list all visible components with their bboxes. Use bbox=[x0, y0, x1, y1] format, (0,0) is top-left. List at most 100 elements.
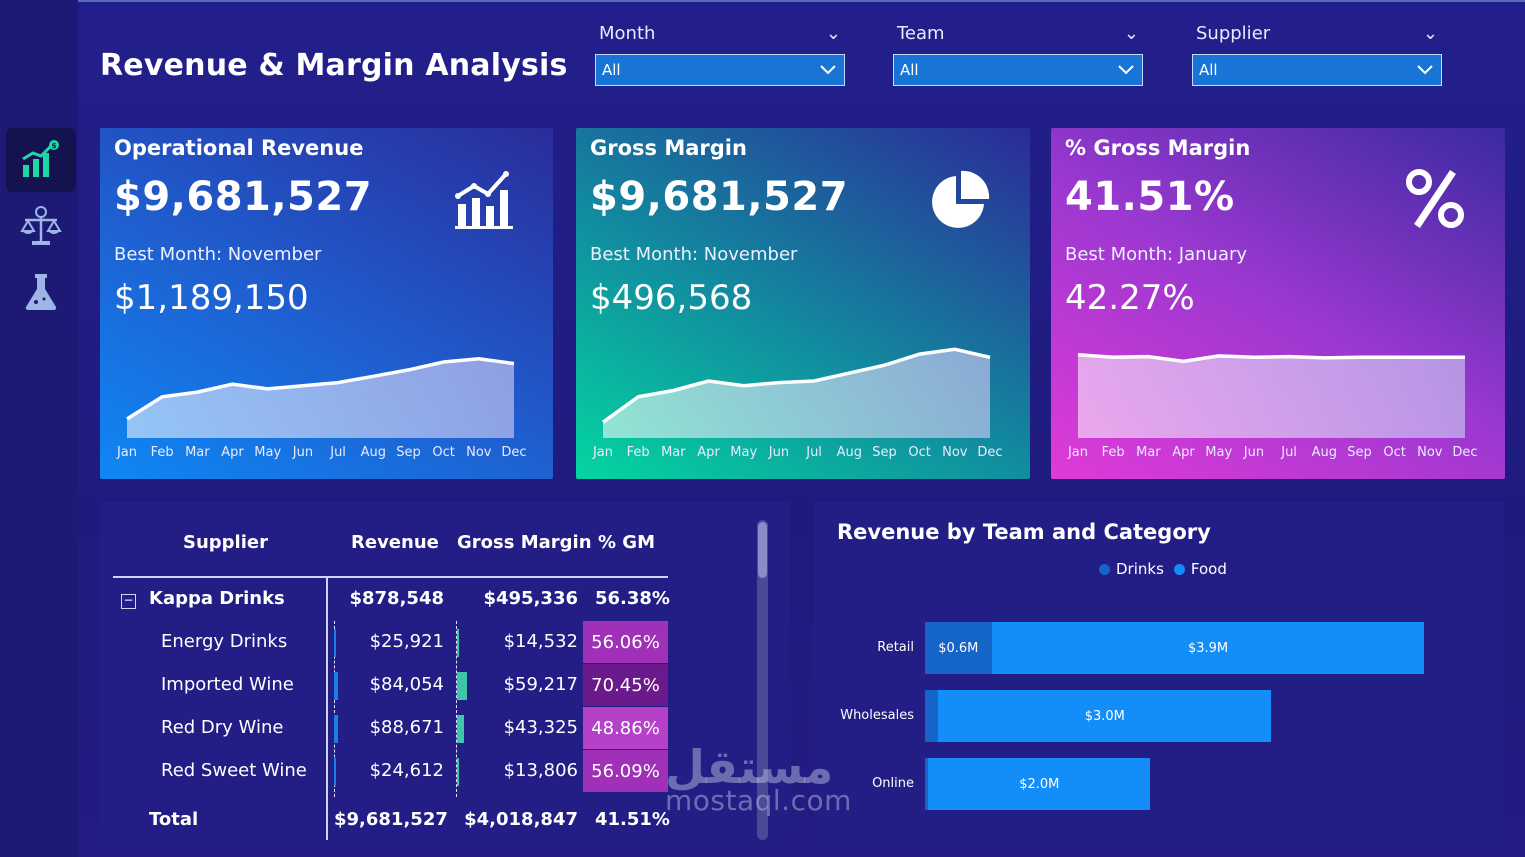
table-scrollbar[interactable] bbox=[757, 520, 768, 840]
revenue-chart-icon: $ bbox=[22, 140, 59, 177]
group-gm: 56.38% bbox=[595, 588, 670, 609]
dropdown-value: All bbox=[602, 61, 621, 79]
month-dropdown[interactable]: All bbox=[595, 54, 845, 86]
month-label: May bbox=[1205, 445, 1233, 460]
header-revenue[interactable]: Revenue bbox=[351, 532, 439, 553]
group-name: Kappa Drinks bbox=[149, 588, 285, 609]
revenue-sparkline bbox=[126, 357, 515, 438]
filter-label: Team bbox=[897, 22, 945, 44]
chevron-down-icon[interactable]: ⌄ bbox=[825, 22, 841, 44]
legend-dot-drinks bbox=[1099, 563, 1110, 575]
month-axis: Jan Feb Mar Apr May Jun Jul Aug Sep Oct Nov Dec bbox=[1051, 445, 1505, 463]
revenue-data-bar bbox=[334, 629, 336, 657]
best-month-value: 42.27% bbox=[1065, 278, 1195, 318]
revenue-by-team-chart[interactable]: Revenue by Team and Category Drinks Food… bbox=[814, 502, 1504, 840]
chart-title: Revenue by Team and Category bbox=[837, 520, 1211, 544]
chevron-down-icon[interactable]: ⌄ bbox=[1123, 22, 1139, 44]
month-axis: Jan Feb Mar Apr May Jun Jul Aug Sep Oct Nov Dec bbox=[576, 445, 1030, 463]
best-month-value: $1,189,150 bbox=[114, 278, 309, 318]
row-revenue: $84,054 bbox=[369, 674, 444, 695]
card-value: $9,681,527 bbox=[114, 174, 373, 220]
team-filter[interactable]: Team ⌄ All bbox=[893, 20, 1143, 86]
month-label: Oct bbox=[908, 445, 931, 460]
bar-food-retail[interactable]: $3.9M bbox=[991, 622, 1425, 674]
scrollbar-thumb[interactable] bbox=[758, 522, 767, 578]
watermark-arabic: مستقل bbox=[665, 740, 834, 794]
month-label: Nov bbox=[1417, 445, 1443, 460]
row-margin: $13,806 bbox=[503, 760, 578, 781]
best-month-label: Best Month: November bbox=[590, 244, 798, 265]
row-gm-percent: 56.06% bbox=[583, 621, 668, 663]
nav-lab[interactable] bbox=[6, 260, 76, 324]
category-label: Retail bbox=[877, 640, 914, 655]
bar-food-wholesales[interactable]: $3.0M bbox=[938, 690, 1272, 742]
bar-label: $0.6M bbox=[938, 640, 979, 656]
row-margin: $14,532 bbox=[503, 631, 578, 652]
category-label: Wholesales bbox=[840, 708, 914, 723]
bar-label: $3.0M bbox=[1084, 708, 1125, 724]
row-supplier: Imported Wine bbox=[161, 674, 294, 695]
gross-margin-percent-card[interactable]: % Gross Margin 41.51% Best Month: Januar… bbox=[1051, 128, 1505, 479]
row-gm-percent: 48.86% bbox=[583, 707, 668, 749]
legend-drinks[interactable]: Drinks bbox=[1116, 560, 1164, 578]
best-month-value: $496,568 bbox=[590, 278, 753, 318]
chevron-down-icon[interactable]: ⌄ bbox=[1422, 22, 1438, 44]
month-label: Dec bbox=[977, 445, 1003, 460]
page-title: Revenue & Margin Analysis bbox=[100, 48, 568, 83]
bar-drinks-wholesales[interactable] bbox=[925, 690, 939, 742]
month-label: Mar bbox=[661, 445, 686, 460]
month-label: Aug bbox=[1311, 445, 1337, 460]
month-label: Feb bbox=[1101, 445, 1125, 460]
month-label: Jul bbox=[330, 445, 346, 460]
month-filter[interactable]: Month ⌄ All bbox=[595, 20, 845, 86]
operational-revenue-card[interactable]: Operational Revenue $9,681,527 Best Mont… bbox=[100, 128, 553, 479]
row-gm-percent: 70.45% bbox=[583, 664, 668, 706]
sidebar: $ bbox=[0, 0, 78, 857]
month-label: Mar bbox=[185, 445, 210, 460]
bar-label: $2.0M bbox=[1019, 776, 1060, 792]
supplier-filter[interactable]: Supplier ⌄ All bbox=[1192, 20, 1442, 86]
header-divider bbox=[113, 576, 668, 578]
sparkline-line bbox=[1077, 352, 1465, 364]
gross-margin-card[interactable]: Gross Margin $9,681,527 Best Month: Nove… bbox=[576, 128, 1030, 479]
margin-data-bar bbox=[457, 629, 459, 657]
gm-percent-sparkline bbox=[1077, 352, 1465, 438]
sparkline-area bbox=[603, 349, 990, 438]
bar-drinks-retail[interactable]: $0.6M bbox=[925, 622, 992, 674]
month-label: Apr bbox=[221, 445, 244, 460]
card-value: $9,681,527 bbox=[590, 174, 849, 220]
row-gm-percent: 56.09% bbox=[583, 750, 668, 792]
supplier-table[interactable]: Supplier Revenue Gross Margin % GM − Kap… bbox=[100, 502, 790, 840]
margin-data-bar bbox=[457, 672, 467, 700]
bar-label: $3.9M bbox=[1187, 640, 1229, 656]
month-label: Apr bbox=[1172, 445, 1195, 460]
total-label: Total bbox=[149, 809, 199, 830]
total-gm: 41.51% bbox=[595, 809, 670, 830]
supplier-dropdown[interactable]: All bbox=[1192, 54, 1442, 86]
month-label: Jan bbox=[1067, 445, 1089, 460]
month-label: Aug bbox=[360, 445, 386, 460]
legend-food[interactable]: Food bbox=[1190, 560, 1227, 578]
header-gm-percent[interactable]: % GM bbox=[598, 532, 655, 553]
bar-drinks-online[interactable] bbox=[925, 758, 929, 810]
total-margin: $4,018,847 bbox=[464, 809, 578, 830]
svg-text:$: $ bbox=[52, 142, 57, 150]
header-gross-margin[interactable]: Gross Margin bbox=[457, 532, 592, 553]
bar-food-online[interactable]: $2.0M bbox=[928, 758, 1151, 810]
team-dropdown[interactable]: All bbox=[893, 54, 1143, 86]
collapse-icon[interactable]: − bbox=[121, 594, 136, 609]
nav-balance[interactable] bbox=[6, 194, 76, 258]
row-supplier: Energy Drinks bbox=[161, 631, 288, 652]
dropdown-value: All bbox=[900, 61, 919, 79]
nav-revenue[interactable]: $ bbox=[6, 128, 76, 192]
month-label: Oct bbox=[432, 445, 455, 460]
month-label: Jul bbox=[806, 445, 822, 460]
month-label: Dec bbox=[1452, 445, 1478, 460]
month-label: Oct bbox=[1383, 445, 1406, 460]
chevron-down-icon bbox=[820, 65, 836, 75]
best-month-label: Best Month: January bbox=[1065, 244, 1248, 265]
card-value: 41.51% bbox=[1065, 174, 1235, 220]
month-label: May bbox=[730, 445, 758, 460]
filter-label: Supplier bbox=[1196, 22, 1271, 44]
header-supplier[interactable]: Supplier bbox=[183, 532, 268, 553]
